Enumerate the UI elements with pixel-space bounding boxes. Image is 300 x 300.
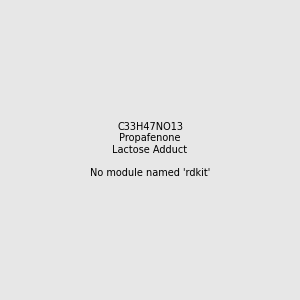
Text: C33H47NO13
Propafenone
Lactose Adduct

No module named 'rdkit': C33H47NO13 Propafenone Lactose Adduct No… xyxy=(90,122,210,178)
